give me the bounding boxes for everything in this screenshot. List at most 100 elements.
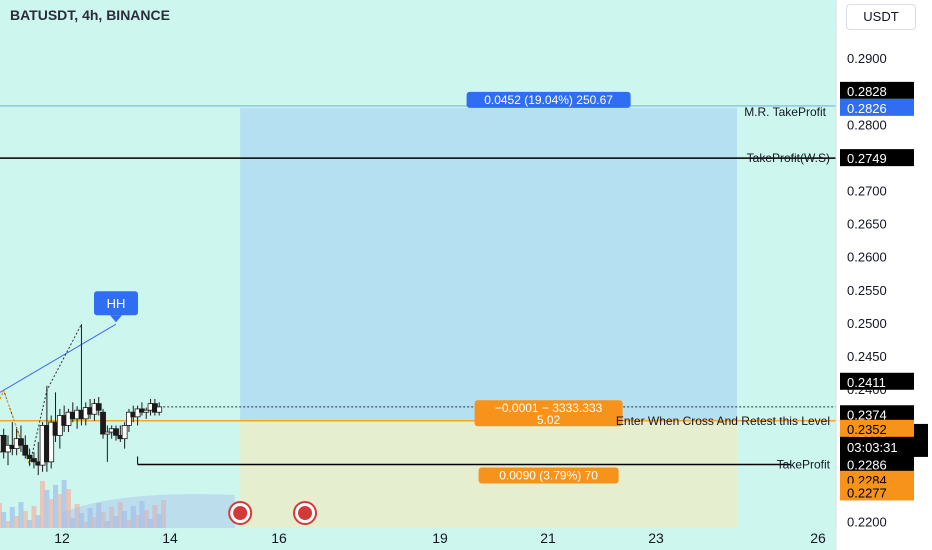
price-label-p1-badge [840, 405, 914, 423]
us-flag-inner [233, 506, 248, 520]
x-tick-label: 12 [54, 530, 70, 546]
volume-bar [5, 521, 11, 528]
volume-bar [109, 507, 115, 528]
x-tick-label: 16 [271, 530, 287, 546]
price-label-mr-b-badge [840, 98, 914, 116]
volume-bar [48, 499, 54, 528]
volume-bar [161, 500, 167, 528]
volume-bar [126, 520, 132, 528]
trend-line [0, 323, 117, 393]
x-tick-label: 21 [540, 530, 556, 546]
volume-bar [14, 516, 20, 528]
price-label-target-b-badge [840, 483, 914, 501]
volume-bar [130, 506, 136, 528]
x-tick-label: 23 [648, 530, 664, 546]
price-label-takeprofit: 0.2286 [847, 457, 887, 472]
volume-bar [139, 501, 145, 528]
volume-bar [87, 508, 93, 528]
price-label-high-badge [840, 372, 914, 390]
stop-box-label-2: 5.02 [537, 413, 561, 427]
volume-bar [113, 516, 119, 528]
candle-body [48, 421, 55, 463]
volume-bar [53, 485, 59, 528]
price-label-ws: 0.2749 [847, 151, 887, 166]
volume-bar [57, 494, 63, 528]
y-tick-label: 0.2600 [847, 250, 887, 265]
volume-bar [143, 510, 149, 528]
volume-bar [83, 522, 89, 528]
volume-area [62, 494, 235, 528]
stop-box-label-1: −0.0001 − 3333.333 [495, 401, 603, 415]
takeprofit-ws-label: TakeProfit(W.S) [747, 151, 830, 165]
candle-body [22, 444, 29, 456]
y-tick-label: 0.2650 [847, 217, 887, 232]
target-box-badge [478, 467, 619, 484]
price-label-takeprofit-badge [840, 455, 914, 473]
volume-bar [22, 511, 28, 528]
volume-bar [1, 512, 7, 528]
price-label-entry: 0.2352 [847, 422, 887, 437]
volume-bar [27, 520, 33, 528]
volume-bar [135, 515, 141, 528]
price-label-ws-badge [840, 149, 914, 167]
volume-bar [40, 481, 46, 528]
volume-bar [61, 480, 67, 528]
price-label-mr-b: 0.2826 [847, 101, 887, 116]
currency-selector[interactable]: USDT [846, 4, 916, 30]
candle-body [113, 428, 119, 436]
hh-marker-pointer [110, 315, 122, 323]
price-label-target-b: 0.2277 [847, 485, 887, 500]
takeprofit-label: TakeProfit [777, 457, 831, 471]
price-label-mr-a-badge [840, 81, 914, 99]
y-tick-label: 0.2700 [847, 184, 887, 199]
candle-body [18, 438, 24, 446]
price-label-mr-a: 0.2828 [847, 84, 887, 99]
volume-bar [91, 517, 97, 528]
hh-marker [94, 291, 138, 316]
volume-bar [31, 506, 37, 528]
stop-box-badge [474, 400, 623, 427]
us-flag-inner [298, 506, 312, 520]
candle-body [26, 454, 33, 459]
volume-bar [96, 503, 102, 528]
x-tick-label: 14 [162, 530, 178, 546]
x-tick-label: 26 [810, 530, 826, 546]
countdown-label: 03:03:31 [847, 440, 898, 455]
mr-takeprofit-label: M.R. TakeProfit [744, 105, 826, 119]
candle-body [143, 409, 150, 413]
volume-bar [44, 490, 50, 528]
volume-bar [78, 513, 84, 528]
volume-bar [122, 511, 128, 528]
candle-body [121, 425, 128, 440]
volume-bar [9, 507, 15, 528]
y-tick-label: 0.2200 [847, 514, 887, 529]
hh-label: HH [107, 296, 126, 311]
candle-body [31, 458, 37, 463]
volume-bar [148, 519, 154, 528]
volume-bar [74, 504, 80, 528]
candle-body [95, 403, 102, 411]
time-axis-background [0, 528, 836, 550]
volume-bar [35, 515, 41, 528]
profit-box-badge [466, 91, 631, 108]
entry-label: Enter When Cross And Retest this Level [616, 414, 830, 428]
candle-body [134, 408, 141, 418]
volume-bar [70, 518, 76, 528]
y-tick-label: 0.2450 [847, 349, 887, 364]
y-tick-label: 0.2800 [847, 117, 887, 132]
y-tick-label: 0.2550 [847, 283, 887, 298]
symbol-title: BATUSDT, 4h, BINANCE [10, 7, 170, 23]
volume-bar [104, 521, 110, 528]
volume-bar [0, 503, 2, 528]
volume-bar [156, 514, 162, 528]
profit-zone [240, 107, 737, 421]
candle-body [156, 406, 163, 413]
target-box-label: 0.0090 (3.79%) 70 [499, 468, 598, 482]
candle-body [0, 434, 7, 453]
volume-bar [100, 512, 106, 528]
volume-bar [117, 502, 123, 528]
volume-bar [18, 502, 24, 528]
price-label-high: 0.2411 [847, 375, 886, 390]
y-tick-label: 0.2500 [847, 316, 887, 331]
